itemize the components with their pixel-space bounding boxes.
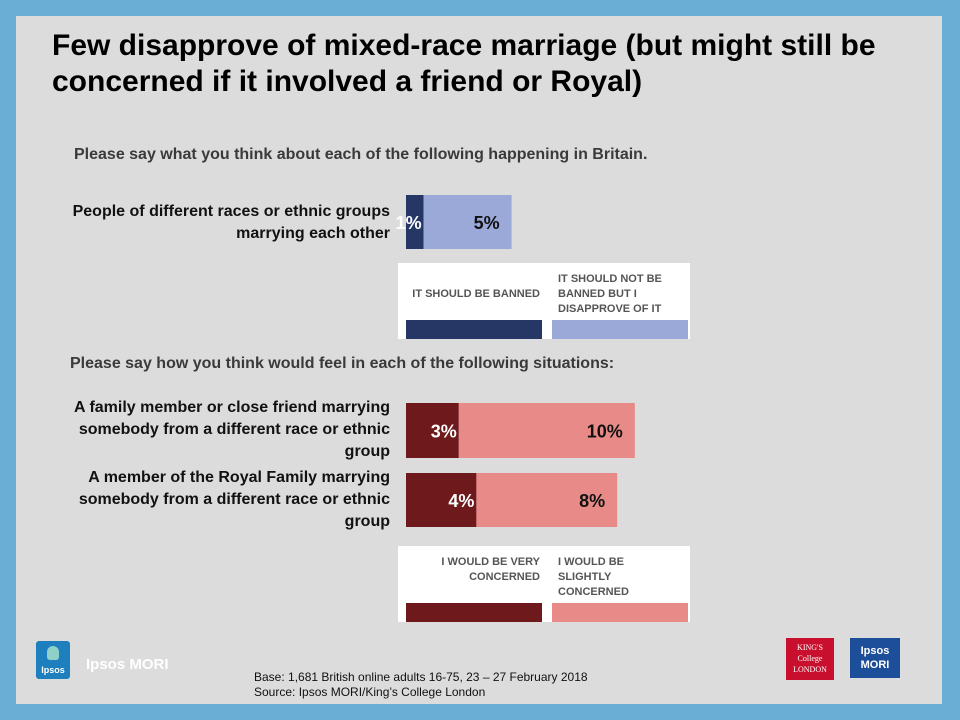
- question-1: Please say what you think about each of …: [74, 146, 648, 163]
- legend-label-disapprove: IT SHOULD NOT BE BANNED BUT I DISAPPROVE…: [558, 273, 662, 315]
- brand-name: Ipsos MORI: [86, 656, 169, 673]
- legend-label-banned: IT SHOULD BE BANNED: [412, 288, 540, 300]
- data-label-slightly-concerned-0: 10%: [587, 422, 623, 442]
- row-label-family-friend: A family member or close friend marrying…: [74, 399, 390, 460]
- legend-swatch-very-concerned: [406, 603, 542, 622]
- ipsos-logo-icon: Ipsos: [36, 641, 70, 679]
- legend-swatch-disapprove: [552, 320, 688, 339]
- kcl-logo: KING'S College LONDON: [786, 638, 834, 680]
- bar-very-concerned-0: [406, 403, 459, 458]
- legend-label-slightly-concerned: I WOULD BE SLIGHTLY CONCERNED: [558, 556, 629, 598]
- page-title: Few disapprove of mixed-race marriage (b…: [52, 29, 876, 98]
- data-label-disapprove-0: 5%: [474, 213, 500, 233]
- data-label-banned-0: 1%: [396, 213, 422, 233]
- bar-slightly-concerned-0: [458, 403, 635, 458]
- legend-swatch-slightly-concerned: [552, 603, 688, 622]
- bar-slightly-concerned-1: [476, 473, 618, 527]
- footer-source: Source: Ipsos MORI/King’s College London: [254, 685, 486, 699]
- row-label-mixed-marriage: People of different races or ethnic grou…: [72, 203, 390, 242]
- footer-base: Base: 1,681 British online adults 16-75,…: [254, 670, 588, 684]
- data-label-slightly-concerned-1: 8%: [579, 491, 605, 511]
- data-label-very-concerned-1: 4%: [448, 491, 474, 511]
- legend-swatch-banned: [406, 320, 542, 339]
- bar-disapprove-0: [423, 195, 512, 249]
- row-label-royal-family: A member of the Royal Family marrying so…: [78, 469, 390, 530]
- bar-banned-0: [406, 195, 424, 249]
- question-2: Please say how you think would feel in e…: [70, 355, 615, 372]
- legend-label-very-concerned: I WOULD BE VERY CONCERNED: [441, 556, 540, 583]
- ipsos-mori-logo: Ipsos MORI: [850, 638, 900, 678]
- data-label-very-concerned-0: 3%: [431, 422, 457, 442]
- bar-very-concerned-1: [406, 473, 477, 527]
